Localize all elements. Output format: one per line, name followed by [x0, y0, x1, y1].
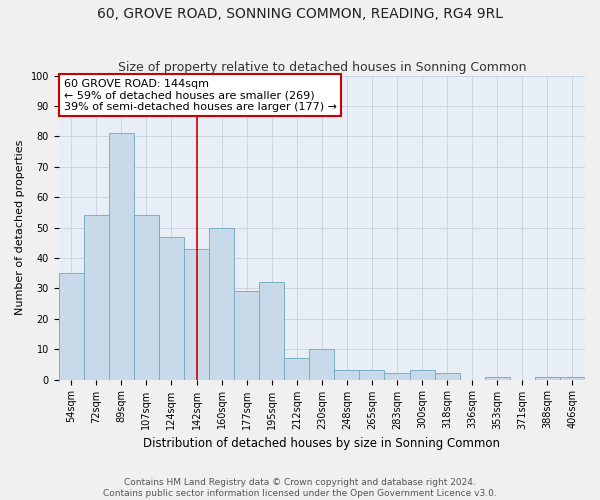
X-axis label: Distribution of detached houses by size in Sonning Common: Distribution of detached houses by size … [143, 437, 500, 450]
Bar [259, 282, 284, 380]
Bar [334, 370, 359, 380]
Title: Size of property relative to detached houses in Sonning Common: Size of property relative to detached ho… [118, 62, 526, 74]
Bar [359, 370, 385, 380]
Bar [109, 134, 134, 380]
Bar [410, 370, 434, 380]
Bar [434, 374, 460, 380]
Bar [184, 249, 209, 380]
Y-axis label: Number of detached properties: Number of detached properties [15, 140, 25, 316]
Bar [234, 292, 259, 380]
Bar [485, 376, 510, 380]
Text: Contains HM Land Registry data © Crown copyright and database right 2024.
Contai: Contains HM Land Registry data © Crown c… [103, 478, 497, 498]
Bar [385, 374, 410, 380]
Bar [134, 216, 159, 380]
Text: 60, GROVE ROAD, SONNING COMMON, READING, RG4 9RL: 60, GROVE ROAD, SONNING COMMON, READING,… [97, 8, 503, 22]
Bar [159, 236, 184, 380]
Bar [84, 216, 109, 380]
Bar [535, 376, 560, 380]
Bar [560, 376, 585, 380]
Bar [59, 273, 84, 380]
Bar [209, 228, 234, 380]
Text: 60 GROVE ROAD: 144sqm
← 59% of detached houses are smaller (269)
39% of semi-det: 60 GROVE ROAD: 144sqm ← 59% of detached … [64, 78, 337, 112]
Bar [284, 358, 309, 380]
Bar [309, 349, 334, 380]
